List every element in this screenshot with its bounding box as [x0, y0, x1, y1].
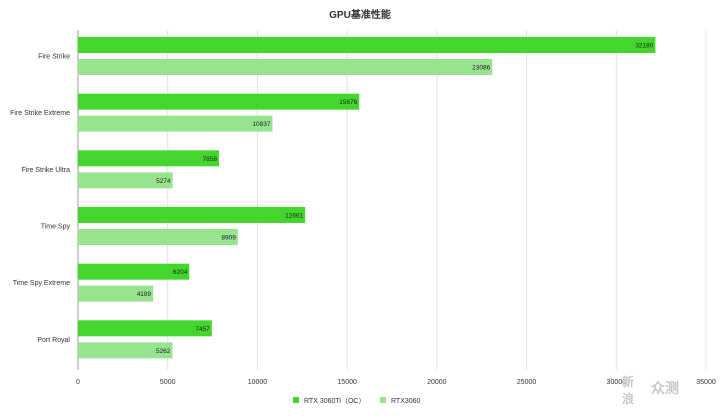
watermark-text: 众测 — [651, 380, 679, 396]
watermark-char-2: 浪 — [622, 391, 634, 406]
chart-title: GPU基准性能 — [329, 8, 391, 21]
x-tick-label: 15000 — [337, 379, 357, 386]
bars: 32180 23086 15676 10837 7858 5274 12661 8909 620… — [78, 37, 656, 359]
bar[interactable] — [78, 263, 190, 280]
x-axis: 0 5000 10000 15000 20000 25000 30000 35000 — [76, 379, 716, 386]
legend[interactable]: RTX 3060Ti（OC） RTX3060 — [293, 397, 421, 405]
watermark-char-1: 新 — [622, 374, 634, 389]
grid — [77, 30, 707, 370]
bar[interactable] — [78, 93, 360, 110]
bar[interactable] — [78, 342, 173, 359]
watermark: 新 浪 众测 — [622, 374, 679, 406]
x-tick-label: 25000 — [517, 379, 537, 386]
data-label: 7457 — [195, 326, 210, 333]
data-label: 6204 — [173, 269, 188, 276]
data-label: 7858 — [203, 156, 218, 163]
legend-swatch[interactable] — [380, 397, 386, 403]
legend-swatch[interactable] — [293, 397, 299, 403]
data-label: 10837 — [252, 121, 270, 128]
data-label: 8909 — [221, 235, 236, 242]
x-tick-label: 20000 — [427, 379, 447, 386]
bar[interactable] — [78, 285, 154, 302]
data-label: 5274 — [156, 178, 171, 185]
x-tick-label: 30000 — [607, 379, 627, 386]
data-label: 32180 — [635, 43, 653, 50]
category-label: Time Spy Extreme — [13, 280, 70, 287]
category-label: Port Royal — [37, 337, 70, 344]
bar[interactable] — [78, 229, 238, 245]
bar[interactable] — [78, 172, 173, 189]
data-label: 12661 — [285, 213, 303, 220]
category-label: Fire Strike — [38, 54, 70, 61]
category-labels: Fire Strike Fire Strike Extreme Fire Strik… — [10, 54, 70, 344]
x-tick-label: 5000 — [160, 379, 176, 386]
data-label: 23086 — [472, 65, 490, 72]
category-label: Fire Strike Ultra — [21, 167, 70, 174]
data-label: 5262 — [156, 348, 171, 355]
category-label: Fire Strike Extreme — [10, 110, 70, 117]
data-label: 4189 — [137, 291, 152, 298]
data-label: 15676 — [339, 99, 357, 106]
category-label: Time Spy — [41, 224, 71, 231]
legend-label[interactable]: RTX 3060Ti（OC） — [304, 397, 365, 405]
bar[interactable] — [78, 207, 306, 223]
x-tick-label: 0 — [76, 379, 80, 386]
x-tick-label: 10000 — [248, 379, 268, 386]
x-tick-label: 35000 — [696, 379, 716, 386]
bar[interactable] — [78, 115, 273, 132]
bar[interactable] — [78, 150, 219, 167]
bar[interactable] — [78, 37, 656, 53]
legend-label[interactable]: RTX3060 — [391, 398, 421, 405]
bar[interactable] — [78, 59, 493, 75]
bar[interactable] — [78, 320, 212, 337]
